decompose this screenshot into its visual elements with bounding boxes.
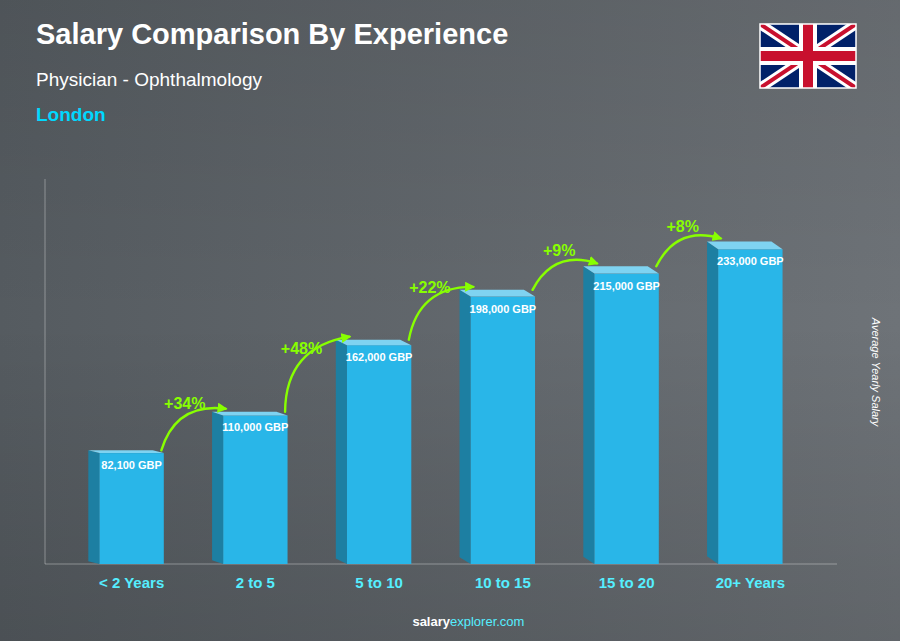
- y-axis-label: Average Yearly Salary: [870, 317, 882, 428]
- bar-side-face: [336, 340, 347, 564]
- bar-side-face: [88, 450, 99, 564]
- x-tick-label: 2 to 5: [236, 574, 275, 591]
- x-tick-label: 10 to 15: [475, 574, 531, 591]
- bar-top-face: [88, 450, 163, 453]
- bar-side-face: [583, 266, 594, 564]
- change-arrow: [161, 408, 225, 450]
- title: Salary Comparison By Experience: [36, 18, 508, 50]
- bar-top-face: [336, 340, 411, 345]
- background: [0, 0, 900, 641]
- bar-top-face: [460, 290, 535, 297]
- bar: [471, 297, 535, 564]
- change-arrow: [533, 260, 597, 290]
- bar-top-face: [707, 241, 782, 249]
- bar: [718, 249, 782, 564]
- change-label: +48%: [281, 340, 322, 357]
- x-tick-label: < 2 Years: [99, 574, 164, 591]
- x-tick-label: 15 to 20: [599, 574, 655, 591]
- city: London: [36, 104, 106, 125]
- flag: [760, 24, 856, 88]
- data-label: 198,000 GBP: [470, 303, 537, 315]
- x-tick-label: 20+ Years: [716, 574, 785, 591]
- watermark: explorer.com: [450, 614, 524, 629]
- change-arrow: [656, 235, 720, 266]
- change-label: +34%: [164, 395, 205, 412]
- y-axis-line: [45, 179, 46, 564]
- bar-side-face: [707, 241, 718, 564]
- bar-side-face: [460, 290, 471, 564]
- bar: [99, 453, 163, 564]
- bar-top-face: [212, 412, 287, 416]
- change-label: +9%: [543, 242, 575, 259]
- data-label: 110,000 GBP: [222, 421, 288, 433]
- data-label: 233,000 GBP: [717, 255, 784, 267]
- subtitle: Physician - Ophthalmology: [36, 69, 262, 90]
- bar: [223, 415, 287, 564]
- x-tick-label: 5 to 10: [355, 574, 403, 591]
- background-shade: [0, 0, 900, 641]
- bar: [594, 274, 658, 564]
- change-arrows: [161, 235, 720, 450]
- data-label: 162,000 GBP: [346, 351, 413, 363]
- bars: [88, 241, 782, 564]
- watermark: salary: [412, 614, 450, 629]
- bar: [347, 345, 411, 564]
- chart: Salary Comparison By Experience Physician…: [0, 0, 900, 641]
- change-label: +8%: [666, 218, 698, 235]
- data-label: 82,100 GBP: [101, 459, 162, 471]
- data-label: 215,000 GBP: [593, 280, 660, 292]
- change-label: +22%: [409, 279, 450, 296]
- chart-container: Salary Comparison By Experience Physician…: [0, 0, 900, 641]
- bar-top-face: [583, 266, 658, 273]
- bar-side-face: [212, 412, 223, 564]
